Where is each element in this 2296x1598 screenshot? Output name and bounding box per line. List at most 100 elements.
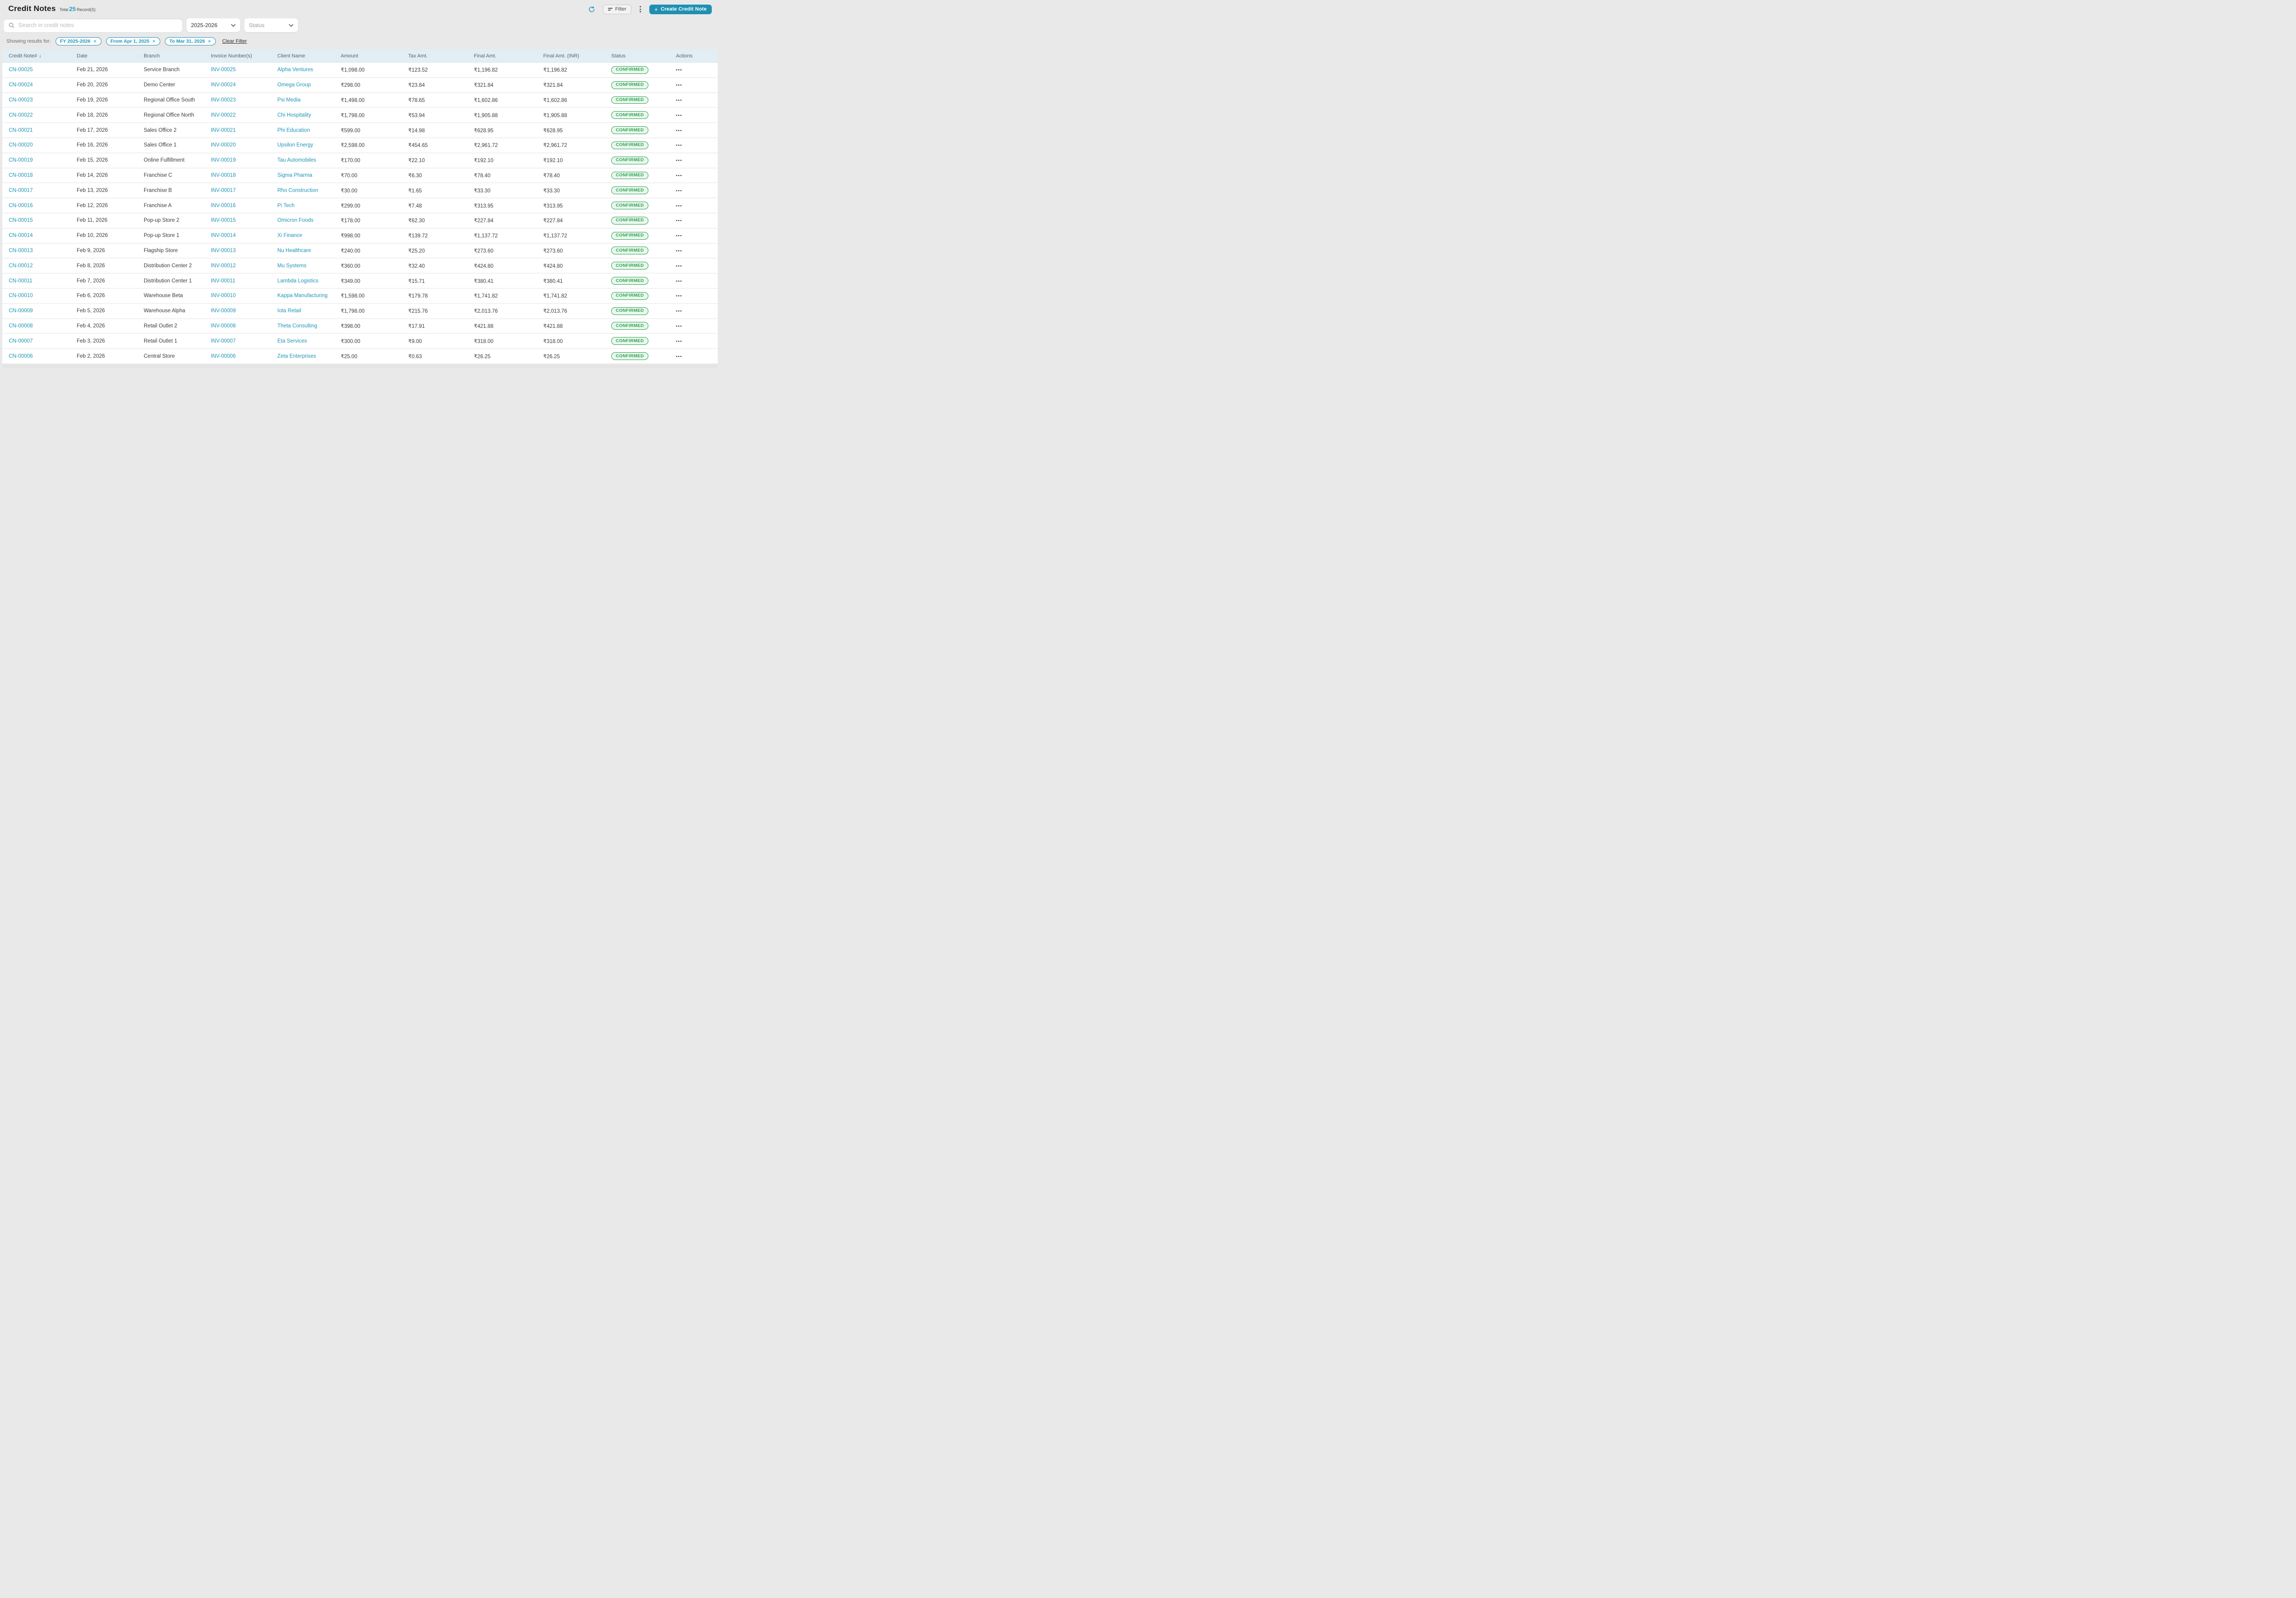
invoice-link[interactable]: INV-00025 (211, 67, 277, 73)
row-actions-button[interactable]: ••• (676, 338, 718, 344)
invoice-link[interactable]: INV-00014 (211, 233, 277, 239)
row-actions-button[interactable]: ••• (676, 97, 718, 103)
create-credit-note-button[interactable]: + Create Credit Note (649, 4, 712, 14)
row-actions-button[interactable]: ••• (676, 203, 718, 208)
row-actions-button[interactable]: ••• (676, 188, 718, 193)
credit-note-link[interactable]: CN-00017 (9, 187, 77, 193)
credit-note-link[interactable]: CN-00020 (9, 142, 77, 148)
row-actions-button[interactable]: ••• (676, 278, 718, 284)
column-header-invoice-number-s[interactable]: Invoice Number(s) (211, 53, 277, 59)
column-header-status[interactable]: Status (611, 53, 676, 59)
invoice-link[interactable]: INV-00010 (211, 293, 277, 299)
credit-note-link[interactable]: CN-00006 (9, 353, 77, 359)
column-header-final-amt-inr[interactable]: Final Amt. (INR) (543, 53, 611, 59)
client-link[interactable]: Lambda Logistics (277, 278, 341, 284)
client-link[interactable]: Eta Services (277, 338, 341, 344)
row-actions-button[interactable]: ••• (676, 158, 718, 163)
credit-note-link[interactable]: CN-00011 (9, 278, 77, 284)
client-link[interactable]: Nu Healthcare (277, 248, 341, 253)
column-header-date[interactable]: Date (77, 53, 144, 59)
column-header-tax-amt[interactable]: Tax Amt. (408, 53, 474, 59)
row-actions-button[interactable]: ••• (676, 142, 718, 148)
invoice-link[interactable]: INV-00012 (211, 263, 277, 269)
invoice-link[interactable]: INV-00018 (211, 172, 277, 178)
more-options-button[interactable] (639, 5, 642, 13)
client-link[interactable]: Theta Consulting (277, 323, 341, 329)
column-header-client-name[interactable]: Client Name (277, 53, 341, 59)
client-link[interactable]: Upsilon Energy (277, 142, 341, 148)
column-header-credit-note[interactable]: Credit Note# ↓ (9, 53, 77, 59)
column-header-actions[interactable]: Actions (676, 53, 718, 59)
filter-button[interactable]: Filter (602, 4, 632, 14)
client-link[interactable]: Xi Finance (277, 233, 341, 239)
row-actions-button[interactable]: ••• (676, 113, 718, 118)
credit-note-link[interactable]: CN-00016 (9, 203, 77, 208)
credit-note-link[interactable]: CN-00010 (9, 293, 77, 299)
invoice-link[interactable]: INV-00017 (211, 187, 277, 193)
credit-note-link[interactable]: CN-00009 (9, 308, 77, 314)
invoice-link[interactable]: INV-00009 (211, 308, 277, 314)
credit-note-link[interactable]: CN-00021 (9, 127, 77, 133)
credit-note-link[interactable]: CN-00019 (9, 158, 77, 163)
client-link[interactable]: Kappa Manufacturing (277, 293, 341, 299)
row-actions-button[interactable]: ••• (676, 218, 718, 223)
row-actions-button[interactable]: ••• (676, 308, 718, 314)
credit-note-link[interactable]: CN-00022 (9, 112, 77, 118)
invoice-link[interactable]: INV-00019 (211, 158, 277, 163)
credit-note-link[interactable]: CN-00015 (9, 218, 77, 224)
client-link[interactable]: Iota Retail (277, 308, 341, 314)
credit-note-link[interactable]: CN-00025 (9, 67, 77, 73)
row-actions-button[interactable]: ••• (676, 323, 718, 329)
row-actions-button[interactable]: ••• (676, 263, 718, 269)
credit-note-link[interactable]: CN-00018 (9, 172, 77, 178)
search-input[interactable] (18, 22, 178, 28)
invoice-link[interactable]: INV-00007 (211, 338, 277, 344)
row-actions-button[interactable]: ••• (676, 293, 718, 298)
client-link[interactable]: Psi Media (277, 97, 341, 103)
invoice-link[interactable]: INV-00015 (211, 218, 277, 224)
invoice-link[interactable]: INV-00008 (211, 323, 277, 329)
client-link[interactable]: Omicron Foods (277, 218, 341, 224)
credit-note-link[interactable]: CN-00014 (9, 233, 77, 239)
chip-close-icon[interactable]: ✕ (152, 39, 156, 44)
client-link[interactable]: Rho Construction (277, 187, 341, 193)
invoice-link[interactable]: INV-00011 (211, 278, 277, 284)
column-header-final-amt[interactable]: Final Amt. (474, 53, 543, 59)
row-actions-button[interactable]: ••• (676, 248, 718, 253)
chip-close-icon[interactable]: ✕ (93, 39, 97, 44)
column-header-amount[interactable]: Amount (341, 53, 408, 59)
row-actions-button[interactable]: ••• (676, 128, 718, 133)
row-actions-button[interactable]: ••• (676, 354, 718, 359)
client-link[interactable]: Phi Education (277, 127, 341, 133)
credit-note-link[interactable]: CN-00007 (9, 338, 77, 344)
invoice-link[interactable]: INV-00020 (211, 142, 277, 148)
invoice-link[interactable]: INV-00024 (211, 82, 277, 88)
clear-filter-link[interactable]: Clear Filter (222, 39, 247, 44)
invoice-link[interactable]: INV-00021 (211, 127, 277, 133)
refresh-button[interactable] (588, 6, 596, 13)
status-select[interactable]: Status (244, 18, 298, 32)
client-link[interactable]: Chi Hospitality (277, 112, 341, 118)
invoice-link[interactable]: INV-00016 (211, 203, 277, 208)
invoice-link[interactable]: INV-00006 (211, 353, 277, 359)
client-link[interactable]: Mu Systems (277, 263, 341, 269)
chip-close-icon[interactable]: ✕ (208, 39, 211, 44)
client-link[interactable]: Sigma Pharma (277, 172, 341, 178)
credit-note-link[interactable]: CN-00008 (9, 323, 77, 329)
invoice-link[interactable]: INV-00022 (211, 112, 277, 118)
row-actions-button[interactable]: ••• (676, 67, 718, 73)
credit-note-link[interactable]: CN-00024 (9, 82, 77, 88)
fiscal-year-select[interactable]: 2025-2026 (186, 18, 240, 32)
credit-note-link[interactable]: CN-00012 (9, 263, 77, 269)
credit-note-link[interactable]: CN-00023 (9, 97, 77, 103)
row-actions-button[interactable]: ••• (676, 82, 718, 88)
client-link[interactable]: Tau Automobiles (277, 158, 341, 163)
client-link[interactable]: Omega Group (277, 82, 341, 88)
row-actions-button[interactable]: ••• (676, 233, 718, 238)
row-actions-button[interactable]: ••• (676, 173, 718, 178)
invoice-link[interactable]: INV-00013 (211, 248, 277, 253)
search-box[interactable] (4, 18, 182, 32)
invoice-link[interactable]: INV-00023 (211, 97, 277, 103)
credit-note-link[interactable]: CN-00013 (9, 248, 77, 253)
column-header-branch[interactable]: Branch (144, 53, 211, 59)
